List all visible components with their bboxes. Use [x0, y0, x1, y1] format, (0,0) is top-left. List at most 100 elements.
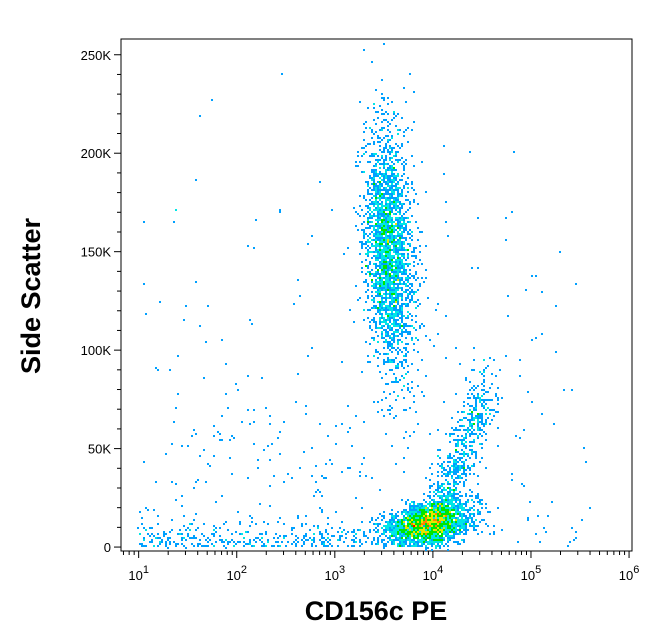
- event-dot: [403, 263, 405, 265]
- event-dot: [379, 183, 381, 185]
- event-dot: [385, 225, 387, 227]
- event-dot: [393, 265, 395, 267]
- event-dot: [415, 511, 417, 513]
- event-dot: [381, 301, 383, 303]
- event-dot: [489, 423, 491, 425]
- event-dot: [393, 381, 395, 383]
- event-dot: [419, 527, 421, 529]
- event-dot: [399, 523, 401, 525]
- event-dot: [197, 545, 199, 547]
- event-dot: [393, 527, 395, 529]
- event-dot: [393, 185, 395, 187]
- event-dot: [147, 533, 149, 535]
- event-dot: [387, 279, 389, 281]
- event-dot: [453, 489, 455, 491]
- event-dot: [369, 273, 371, 275]
- event-dot: [427, 509, 429, 511]
- event-dot: [445, 497, 447, 499]
- event-dot: [463, 465, 465, 467]
- event-dot: [383, 209, 385, 211]
- event-dot: [385, 383, 387, 385]
- event-dot: [447, 499, 449, 501]
- event-dot: [431, 507, 433, 509]
- event-dot: [391, 175, 393, 177]
- event-dot: [407, 177, 409, 179]
- event-dot: [429, 539, 431, 541]
- event-dot: [383, 237, 385, 239]
- event-dot: [403, 409, 405, 411]
- event-dot: [463, 411, 465, 413]
- event-dot: [391, 203, 393, 205]
- event-dot: [397, 199, 399, 201]
- event-dot: [371, 299, 373, 301]
- event-dot: [471, 413, 473, 415]
- event-dot: [443, 533, 445, 535]
- event-dot: [455, 451, 457, 453]
- event-dot: [441, 531, 443, 533]
- event-dot: [361, 543, 363, 545]
- event-dot: [395, 185, 397, 187]
- event-dot: [447, 541, 449, 543]
- event-dot: [391, 137, 393, 139]
- event-dot: [369, 237, 371, 239]
- event-dot: [389, 209, 391, 211]
- event-dot: [453, 517, 455, 519]
- event-dot: [387, 275, 389, 277]
- event-dot: [371, 543, 373, 545]
- event-dot: [433, 519, 435, 521]
- event-dot: [381, 109, 383, 111]
- event-dot: [407, 295, 409, 297]
- event-dot: [463, 451, 465, 453]
- event-dot: [357, 299, 359, 301]
- event-dot: [413, 247, 415, 249]
- event-dot: [453, 429, 455, 431]
- event-dot: [393, 249, 395, 251]
- event-dot: [403, 173, 405, 175]
- event-dot: [405, 359, 407, 361]
- event-dot: [303, 541, 305, 543]
- event-dot: [467, 413, 469, 415]
- event-dot: [383, 239, 385, 241]
- event-dot: [431, 485, 433, 487]
- event-dot: [393, 163, 395, 165]
- event-dot: [199, 539, 201, 541]
- event-dot: [355, 537, 357, 539]
- event-dot: [409, 539, 411, 541]
- event-dot: [423, 539, 425, 541]
- event-dot: [381, 285, 383, 287]
- event-dot: [391, 165, 393, 167]
- event-dot: [583, 447, 585, 449]
- event-dot: [435, 309, 437, 311]
- event-dot: [465, 493, 467, 495]
- event-dot: [461, 521, 463, 523]
- event-dot: [427, 527, 429, 529]
- event-dot: [389, 283, 391, 285]
- event-dot: [397, 279, 399, 281]
- event-dot: [405, 337, 407, 339]
- event-dot: [361, 507, 363, 509]
- event-dot: [375, 215, 377, 217]
- event-dot: [317, 527, 319, 529]
- event-dot: [391, 517, 393, 519]
- event-dot: [189, 529, 191, 531]
- event-dot: [215, 527, 217, 529]
- event-dot: [399, 543, 401, 545]
- event-dot: [375, 325, 377, 327]
- event-dot: [401, 297, 403, 299]
- event-dot: [439, 509, 441, 511]
- event-dot: [461, 435, 463, 437]
- event-dot: [407, 499, 409, 501]
- event-dot: [431, 499, 433, 501]
- event-dot: [477, 385, 479, 387]
- event-dot: [233, 541, 235, 543]
- event-dot: [497, 403, 499, 405]
- event-dot: [393, 169, 395, 171]
- event-dot: [283, 421, 285, 423]
- event-dot: [225, 521, 227, 523]
- event-dot: [379, 323, 381, 325]
- event-dot: [377, 185, 379, 187]
- event-dot: [397, 161, 399, 163]
- event-dot: [475, 409, 477, 411]
- event-dot: [421, 519, 423, 521]
- event-dot: [387, 217, 389, 219]
